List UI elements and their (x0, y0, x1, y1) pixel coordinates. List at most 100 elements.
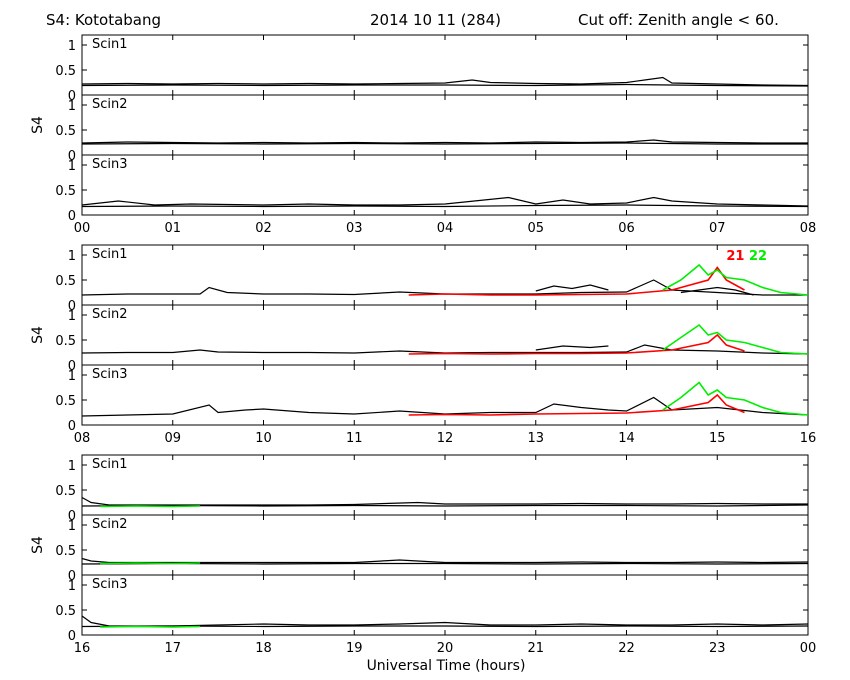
series-line (81, 615, 809, 627)
x-tick-label: 01 (164, 221, 181, 236)
series-prn-22 (662, 381, 809, 416)
series-line (100, 625, 201, 628)
x-tick-label: 20 (437, 641, 454, 656)
y-tick-label: 0 (68, 359, 76, 374)
y-tick-label: 0 (68, 419, 76, 434)
x-tick-label: 11 (346, 431, 363, 446)
y-tick-label: 0.5 (55, 184, 76, 199)
x-tick-label: 12 (437, 431, 454, 446)
y-axis-label: S4 (30, 116, 46, 134)
x-tick-label: 16 (800, 431, 817, 446)
x-tick-label: 09 (164, 431, 181, 446)
block-08-16: 0 0.5 1 Scin1 0 0.5 1 Scin2 0 0.5 1 Scin3 S4 08 09 10 11… (30, 244, 817, 446)
panel-frame (81, 304, 809, 366)
y-tick-label: 0 (68, 629, 76, 644)
y-tick-label: 0.5 (55, 274, 76, 289)
series-line (81, 76, 809, 87)
x-axis-label: Universal Time (hours) (367, 658, 526, 674)
y-tick-label: 0 (68, 89, 76, 104)
prn-label: 22 (749, 249, 767, 264)
x-tick-label: 08 (74, 431, 91, 446)
panel-frame (81, 34, 809, 96)
y-axis-label: S4 (30, 326, 46, 344)
panel-label: Scin3 (92, 367, 128, 382)
y-tick-label: 0 (68, 509, 76, 524)
x-tick-label: 02 (255, 221, 272, 236)
panel-frame (81, 244, 809, 306)
series-line (81, 204, 809, 208)
series-line (81, 142, 808, 145)
y-tick-label: 0 (68, 569, 76, 584)
panel-label: Scin1 (92, 457, 128, 472)
series-prn-22 (662, 323, 809, 355)
y-tick-label: 1 (68, 579, 76, 594)
x-tick-label: 08 (800, 221, 817, 236)
series-line (81, 279, 808, 296)
series-line (680, 286, 754, 296)
panel-label: Scin3 (92, 157, 128, 172)
panel-label: Scin3 (92, 577, 128, 592)
y-tick-label: 0.5 (55, 64, 76, 79)
y-tick-label: 1 (68, 99, 76, 114)
station-title: S4: Kototabang (46, 11, 162, 29)
series-line (81, 344, 809, 355)
y-tick-label: 0.5 (55, 484, 76, 499)
prn-label: 21 (726, 249, 744, 264)
series-prn-21 (408, 333, 745, 355)
series-line (81, 396, 809, 417)
x-tick-label: 23 (709, 641, 726, 656)
y-tick-label: 0.5 (55, 544, 76, 559)
y-tick-label: 0 (68, 299, 76, 314)
series-line (535, 345, 609, 351)
panel-label: Scin2 (92, 97, 128, 112)
series-line (81, 625, 809, 628)
panel-frame (81, 514, 809, 576)
series-line (100, 505, 201, 508)
x-tick-label: 05 (527, 221, 544, 236)
x-tick-label: 17 (164, 641, 181, 656)
y-tick-label: 0.5 (55, 334, 76, 349)
x-tick-label: 16 (74, 641, 91, 656)
cutoff-title: Cut off: Zenith angle < 60. (578, 11, 779, 29)
series-prn-22 (662, 263, 809, 296)
series-line (81, 139, 808, 144)
block-16-24: 0 0.5 1 Scin1 0 0.5 1 Scin2 0 0.5 1 Scin3 S4 16 17 18 19… (30, 454, 817, 656)
x-tick-label: 06 (618, 221, 635, 236)
y-tick-label: 0.5 (55, 394, 76, 409)
x-tick-label: 15 (709, 431, 726, 446)
x-tick-label: 00 (74, 221, 91, 236)
x-tick-label: 19 (346, 641, 363, 656)
series-line (81, 504, 809, 507)
series-line (100, 562, 201, 565)
y-tick-label: 1 (68, 369, 76, 384)
panel-frame (81, 94, 809, 156)
x-tick-label: 13 (527, 431, 544, 446)
panel-frame (81, 364, 809, 426)
y-tick-label: 1 (68, 309, 76, 324)
x-tick-label: 18 (255, 641, 272, 656)
y-tick-label: 1 (68, 459, 76, 474)
block-00-08: 0 0.5 1 Scin1 0 0.5 1 Scin2 0 0.5 1 Scin3 S4 00 01 02 03… (30, 34, 817, 236)
panel-label: Scin2 (92, 307, 128, 322)
panel-label: Scin2 (92, 517, 128, 532)
series-line (81, 196, 809, 207)
y-axis-label: S4 (30, 536, 46, 554)
x-tick-label: 04 (437, 221, 454, 236)
series-line (81, 496, 808, 506)
series-line (81, 562, 809, 565)
x-tick-label: 00 (800, 641, 817, 656)
x-tick-label: 14 (618, 431, 635, 446)
date-title: 2014 10 11 (284) (370, 11, 501, 29)
panel-label: Scin1 (92, 37, 128, 52)
y-tick-label: 1 (68, 249, 76, 264)
y-tick-label: 0 (68, 209, 76, 224)
panel-label: Scin1 (92, 247, 128, 262)
series-line (535, 284, 609, 292)
x-tick-label: 21 (527, 641, 544, 656)
x-tick-label: 10 (255, 431, 272, 446)
y-tick-label: 1 (68, 519, 76, 534)
y-tick-label: 0.5 (55, 124, 76, 139)
y-tick-label: 0.5 (55, 604, 76, 619)
y-tick-label: 1 (68, 159, 76, 174)
